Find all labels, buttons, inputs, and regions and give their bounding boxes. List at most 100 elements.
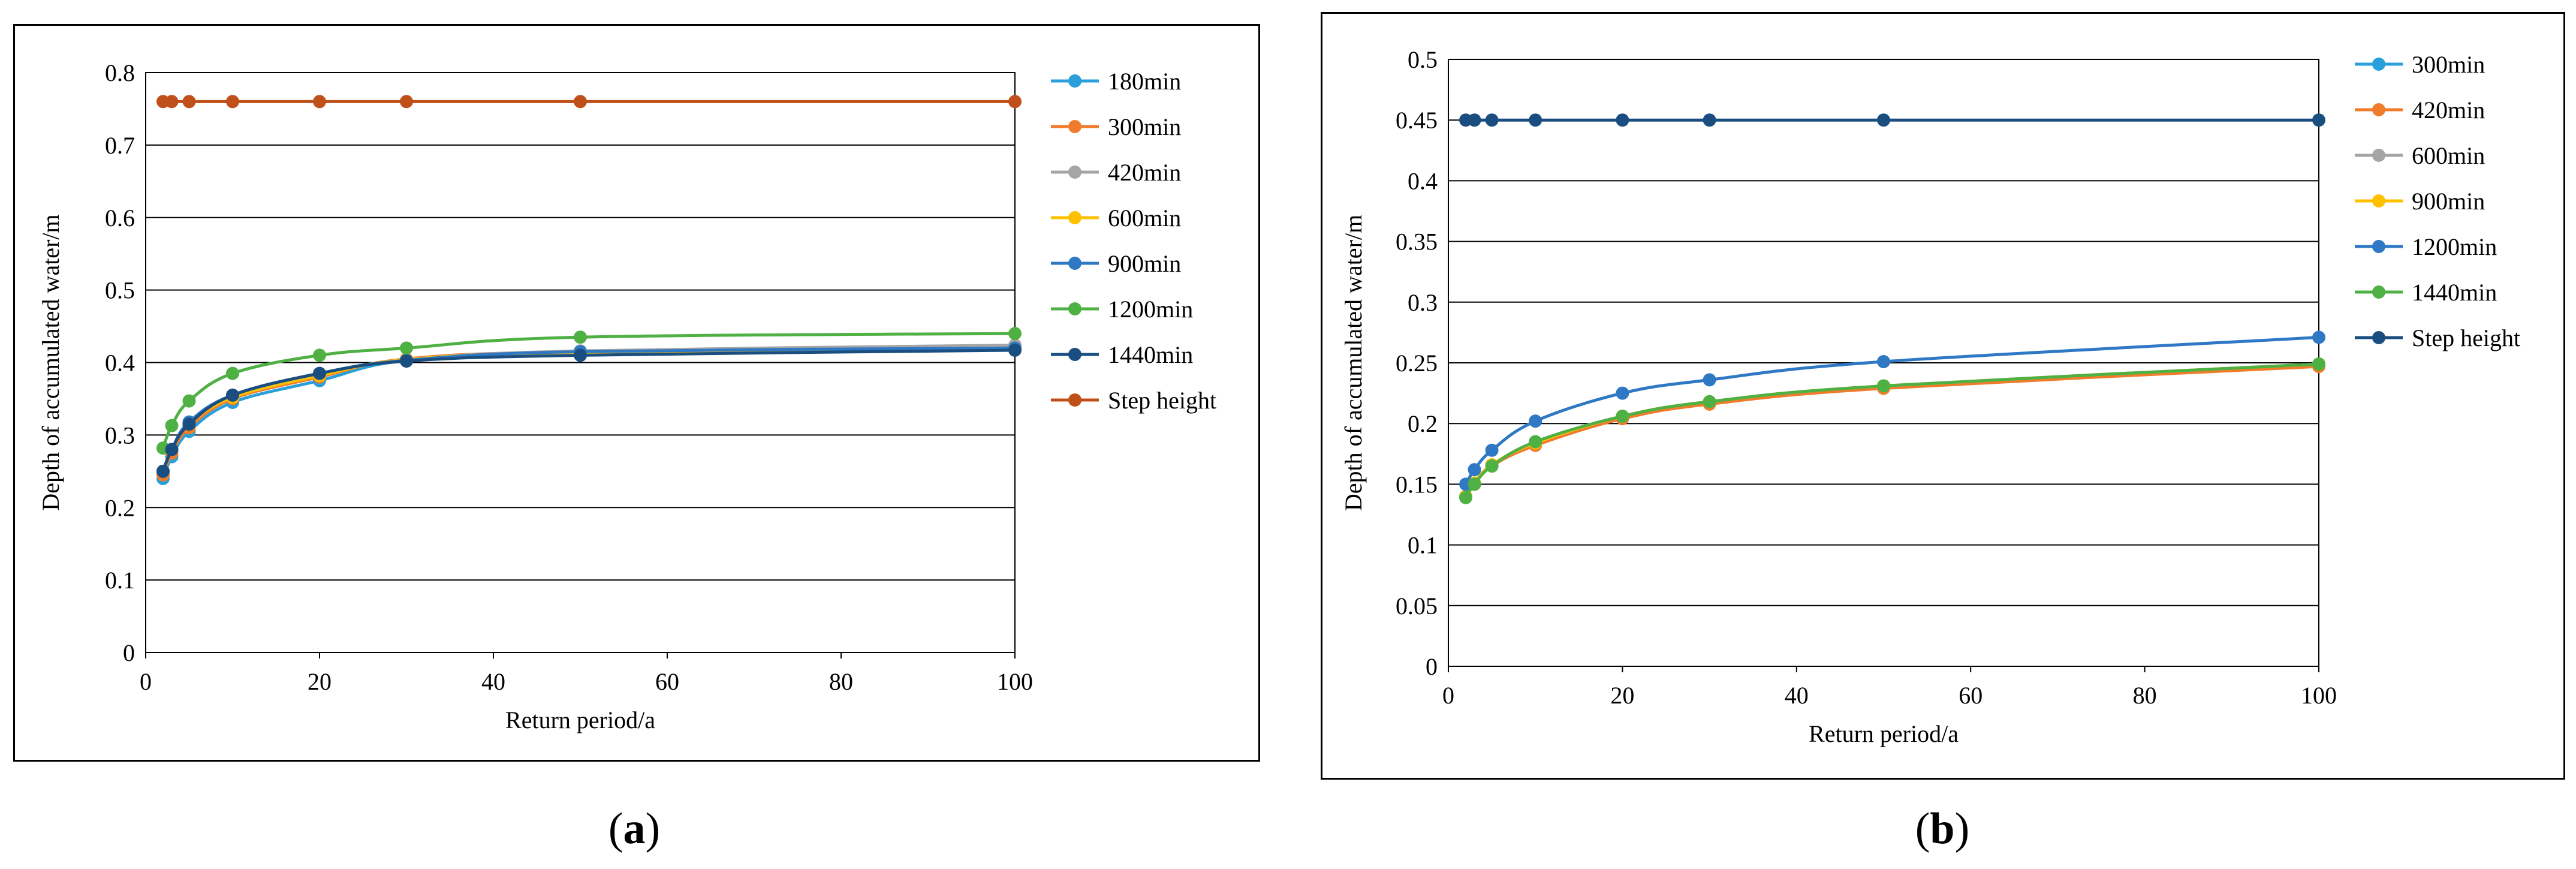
chart-b-series-900min: [1459, 357, 2325, 503]
chart-b-series-420min: [1459, 360, 2325, 503]
chart-b-data-point: [1703, 395, 1716, 408]
chart-a-x-tick-label: 20: [308, 668, 332, 695]
chart-b-data-point: [1616, 386, 1629, 400]
chart-panel-a: 0 0.1 0.2 0.3 0.4 0.5 0.6 0.7 0.8 0 20 40 60 80 100 Ret…: [13, 24, 1260, 762]
chart-a-legend-label: 900min: [1108, 250, 1181, 277]
chart-b-y-tick-label: 0.4: [1408, 167, 1438, 194]
chart-a-data-point: [182, 394, 196, 408]
chart-b-svg: 0 0.05 0.1 0.15 0.2 0.25 0.3 0.35 0.4 0.45 0.5 0 20 4…: [1340, 46, 2520, 747]
chart-a-legend-swatch-marker: [1068, 257, 1081, 270]
chart-b-y-tick-label: 0.1: [1408, 532, 1438, 559]
chart-a-data-point: [226, 95, 239, 109]
panel-label-a-letter: a: [623, 804, 646, 853]
chart-b-legend-swatch-marker: [2372, 285, 2385, 299]
chart-a-series-180min: [156, 342, 1022, 485]
chart-a-series-line: [161, 343, 1016, 472]
chart-b-y-axis-title: Depth of accumulated water/m: [1340, 215, 1367, 511]
chart-b-legend-label: 300min: [2412, 51, 2485, 78]
chart-a-data-point: [400, 354, 413, 368]
panel-label-b-letter: b: [1930, 804, 1955, 853]
chart-a-y-tick-label: 0.7: [105, 132, 135, 159]
chart-a-y-tick-label: 0.2: [105, 494, 135, 521]
chart-b-legend-swatch-marker: [2372, 149, 2385, 162]
chart-a-legend-entry: 1200min: [1051, 296, 1193, 323]
chart-b-legend-entry: 1440min: [2355, 279, 2497, 306]
chart-a-legend-label: 600min: [1108, 205, 1181, 231]
chart-a-data-point: [182, 95, 196, 109]
chart-a-y-tick-label: 0.4: [105, 350, 135, 377]
chart-a-series-line: [161, 348, 1016, 479]
chart-b-legend-entry: 420min: [2355, 97, 2485, 124]
chart-b-x-tick-label: 60: [1959, 682, 1983, 709]
chart-a-legend-label: 1200min: [1108, 296, 1193, 323]
chart-a-legend-swatch-marker: [1068, 166, 1081, 179]
chart-b-legend-label: 1440min: [2412, 279, 2497, 306]
chart-b-legend-entry: 300min: [2355, 51, 2485, 78]
chart-a-data-point: [1008, 327, 1022, 341]
chart-a-x-tick-label: 60: [655, 668, 679, 695]
chart-b-y-tick-label: 0.2: [1408, 410, 1438, 437]
chart-b-legend-swatch-marker: [2372, 240, 2385, 253]
chart-a-legend-entry: 900min: [1051, 250, 1181, 277]
chart-b-legend-entry: 600min: [2355, 142, 2485, 169]
chart-a-legend-swatch-marker: [1068, 74, 1081, 88]
chart-b-y-tick-label: 0.15: [1396, 471, 1438, 498]
chart-a-legend-swatch-marker: [1068, 302, 1081, 315]
chart-a-series-line: [161, 346, 1016, 472]
chart-a-data-point: [574, 330, 587, 344]
chart-b-data-point: [1877, 379, 1890, 393]
chart-a-legend-entry: 600min: [1051, 205, 1181, 231]
chart-b-legend-entry: 900min: [2355, 188, 2485, 215]
chart-a-data-point: [400, 95, 413, 109]
chart-b-data-point: [1529, 435, 1542, 449]
chart-a-data-point: [156, 464, 170, 478]
chart-b-x-tick-label: 20: [1610, 682, 1634, 709]
chart-b-legend-label: Step height: [2412, 324, 2520, 351]
chart-b-data-point: [1877, 113, 1890, 127]
chart-b-x-axis-title: Return period/a: [1809, 720, 1959, 747]
chart-b-legend-label: 600min: [2412, 142, 2485, 169]
chart-b-data-point: [1703, 373, 1716, 387]
chart-a-legend-entry: 420min: [1051, 159, 1181, 186]
chart-a-data-point: [226, 366, 239, 380]
chart-a-x-tick-label: 80: [829, 668, 853, 695]
chart-b-series-1440min: [1459, 357, 2325, 504]
chart-b-legend-swatch-marker: [2372, 103, 2385, 116]
chart-b-y-tick-label: 0: [1426, 653, 1438, 680]
chart-a-legend-entry: 1440min: [1051, 341, 1193, 368]
chart-b-series-step-height: [1459, 113, 2325, 127]
panel-label-a: (a): [608, 804, 661, 853]
chart-a-data-point: [226, 388, 239, 402]
chart-a-y-tick-label: 0.6: [105, 205, 135, 231]
chart-a-legend-label: Step height: [1108, 387, 1216, 414]
chart-a-x-tick-label: 40: [481, 668, 505, 695]
chart-b-data-point: [2312, 113, 2325, 127]
chart-b-legend-swatch-marker: [2372, 194, 2385, 208]
chart-b-legend-swatch-marker: [2372, 331, 2385, 344]
chart-b-y-tick-label: 0.3: [1408, 289, 1438, 316]
chart-b-y-tick-label: 0.35: [1396, 228, 1438, 255]
chart-a-data-point: [1008, 95, 1022, 109]
chart-a-data-point: [400, 341, 413, 355]
chart-b-series-600min: [1459, 357, 2325, 503]
chart-b-data-point: [1485, 459, 1499, 473]
chart-a-legend-swatch-marker: [1068, 348, 1081, 361]
chart-b-data-point: [1468, 477, 1481, 491]
chart-b-data-point: [1616, 113, 1629, 127]
chart-panel-b: 0 0.05 0.1 0.15 0.2 0.25 0.3 0.35 0.4 0.45 0.5 0 20 4…: [1321, 12, 2565, 780]
chart-b-data-point: [1485, 113, 1499, 127]
chart-b-y-tick-label: 0.05: [1396, 593, 1438, 620]
chart-b-x-tick-label: 0: [1442, 682, 1454, 709]
chart-b-x-tick-label: 80: [2133, 682, 2157, 709]
chart-a-legend-entry: 180min: [1051, 68, 1181, 95]
chart-b-legend-entry: Step height: [2355, 324, 2520, 351]
chart-b-data-point: [1459, 491, 1473, 504]
chart-b-legend-label: 900min: [2412, 188, 2485, 215]
chart-a-x-tick-label: 0: [140, 668, 152, 695]
chart-b-data-point: [2312, 357, 2325, 371]
chart-a-data-point: [165, 443, 179, 456]
chart-b-series-1200min: [1459, 330, 2325, 491]
chart-a-legend-entry: Step height: [1051, 387, 1216, 414]
chart-a-svg: 0 0.1 0.2 0.3 0.4 0.5 0.6 0.7 0.8 0 20 40 60 80 100 Ret…: [37, 59, 1216, 733]
chart-b-legend-label: 1200min: [2412, 233, 2497, 260]
